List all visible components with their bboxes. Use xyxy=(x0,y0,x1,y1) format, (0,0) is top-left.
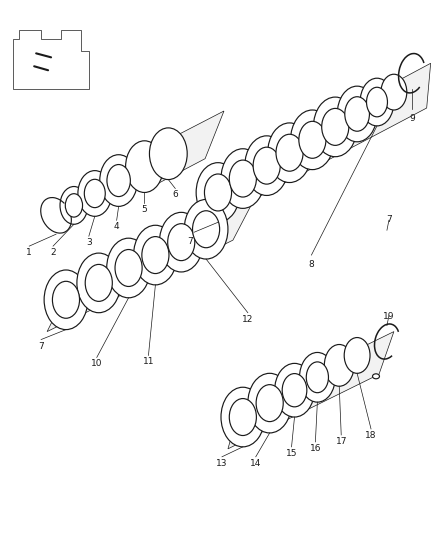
Text: 12: 12 xyxy=(242,314,254,324)
Ellipse shape xyxy=(65,193,82,217)
Polygon shape xyxy=(228,332,394,449)
Text: 11: 11 xyxy=(143,358,154,366)
Ellipse shape xyxy=(85,264,112,301)
Polygon shape xyxy=(210,63,431,222)
Ellipse shape xyxy=(367,87,388,117)
Ellipse shape xyxy=(44,270,88,329)
Text: 16: 16 xyxy=(310,444,321,453)
Ellipse shape xyxy=(256,385,283,422)
Ellipse shape xyxy=(324,344,354,386)
Ellipse shape xyxy=(275,364,314,417)
Ellipse shape xyxy=(314,97,357,157)
Polygon shape xyxy=(148,111,224,189)
Ellipse shape xyxy=(245,136,289,196)
Ellipse shape xyxy=(107,165,131,197)
Ellipse shape xyxy=(221,387,265,447)
Text: 7: 7 xyxy=(187,237,193,246)
Ellipse shape xyxy=(306,362,328,393)
Text: 7: 7 xyxy=(386,215,392,224)
Ellipse shape xyxy=(149,128,187,180)
Ellipse shape xyxy=(360,78,394,126)
Ellipse shape xyxy=(221,149,265,208)
Text: 18: 18 xyxy=(365,431,377,440)
Text: 17: 17 xyxy=(336,437,347,446)
Ellipse shape xyxy=(196,163,240,222)
Ellipse shape xyxy=(85,179,105,208)
Text: 7: 7 xyxy=(38,342,44,351)
Text: 4: 4 xyxy=(114,222,120,231)
Ellipse shape xyxy=(205,174,232,211)
Ellipse shape xyxy=(282,374,307,407)
Ellipse shape xyxy=(77,253,120,313)
Text: 10: 10 xyxy=(91,359,102,368)
Ellipse shape xyxy=(299,122,326,158)
Ellipse shape xyxy=(184,199,228,259)
Ellipse shape xyxy=(321,108,349,146)
Ellipse shape xyxy=(276,134,303,171)
Ellipse shape xyxy=(115,249,142,286)
Text: 9: 9 xyxy=(409,114,415,123)
Text: 19: 19 xyxy=(383,312,395,321)
Ellipse shape xyxy=(230,160,256,197)
Ellipse shape xyxy=(268,123,311,182)
Text: 14: 14 xyxy=(250,459,261,468)
Ellipse shape xyxy=(168,224,195,261)
Ellipse shape xyxy=(337,86,377,142)
Ellipse shape xyxy=(134,225,177,285)
Ellipse shape xyxy=(373,374,379,379)
Ellipse shape xyxy=(344,337,370,373)
Ellipse shape xyxy=(345,96,369,131)
Ellipse shape xyxy=(253,147,280,184)
Ellipse shape xyxy=(300,352,335,402)
Text: 1: 1 xyxy=(26,248,32,257)
Text: 5: 5 xyxy=(141,205,147,214)
Text: 6: 6 xyxy=(173,190,178,199)
Ellipse shape xyxy=(381,74,407,110)
Text: 15: 15 xyxy=(286,449,297,458)
Ellipse shape xyxy=(53,281,80,318)
Ellipse shape xyxy=(193,211,219,248)
Ellipse shape xyxy=(248,373,292,433)
Ellipse shape xyxy=(290,110,334,169)
Ellipse shape xyxy=(230,399,256,435)
Text: 2: 2 xyxy=(50,248,56,257)
Text: 8: 8 xyxy=(308,260,314,269)
Ellipse shape xyxy=(100,155,138,206)
Text: 3: 3 xyxy=(86,238,92,247)
Ellipse shape xyxy=(60,187,88,224)
Ellipse shape xyxy=(159,212,203,272)
Ellipse shape xyxy=(78,171,112,216)
Ellipse shape xyxy=(126,141,163,192)
Polygon shape xyxy=(47,192,258,332)
Ellipse shape xyxy=(107,238,150,298)
Text: 13: 13 xyxy=(216,459,228,468)
Ellipse shape xyxy=(142,237,169,273)
